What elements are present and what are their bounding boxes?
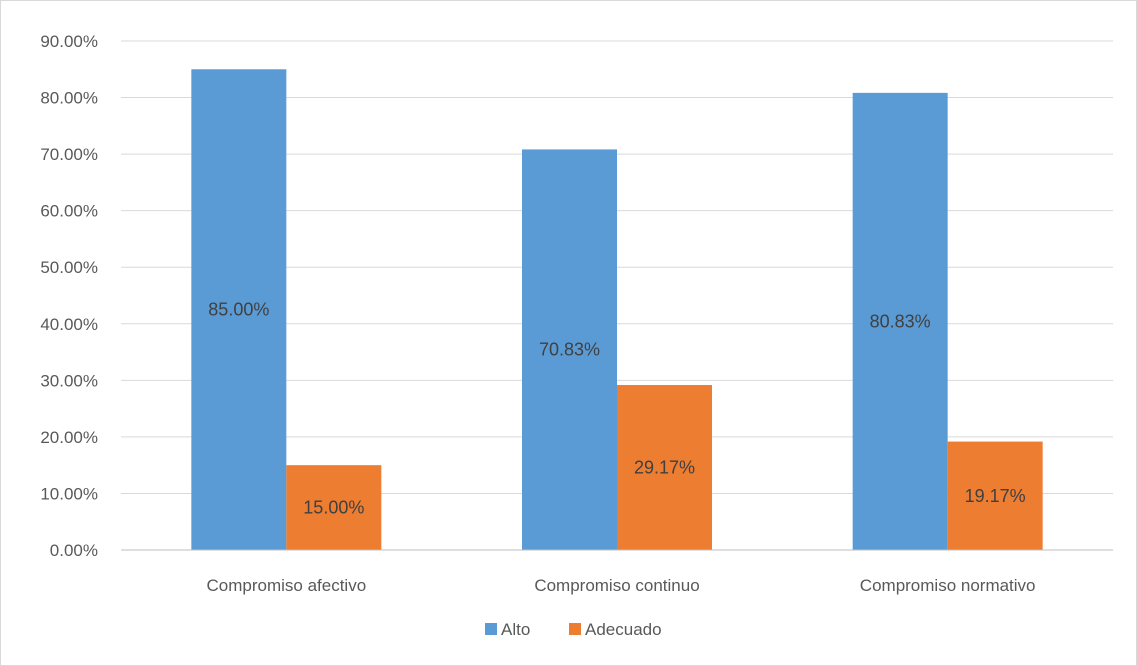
data-label: 70.83%: [539, 340, 600, 360]
bar-alto: [522, 149, 617, 551]
data-label: 80.83%: [870, 311, 931, 331]
legend-swatch-alto: [485, 623, 497, 635]
bar-alto: [852, 92, 948, 550]
data-label: 85.00%: [208, 300, 269, 320]
y-tick-label: 20.00%: [40, 428, 98, 447]
y-tick-label: 30.00%: [40, 371, 98, 390]
bar-adecuado: [947, 441, 1043, 550]
legend-label: Alto: [501, 620, 530, 639]
y-tick-label: 60.00%: [40, 202, 98, 221]
y-tick-label: 50.00%: [40, 258, 98, 277]
legend-swatch-adecuado: [569, 623, 581, 635]
bar-alto: [191, 69, 287, 551]
y-tick-label: 40.00%: [40, 315, 98, 334]
y-tick-label: 80.00%: [40, 89, 98, 108]
data-label: 15.00%: [303, 498, 364, 518]
x-tick-label: Compromiso normativo: [860, 576, 1036, 595]
x-tick-label: Compromiso afectivo: [206, 576, 366, 595]
data-label: 19.17%: [965, 486, 1026, 506]
data-label: 29.17%: [634, 458, 695, 478]
legend-label: Adecuado: [585, 620, 662, 639]
y-tick-label: 70.00%: [40, 145, 98, 164]
bar-adecuado: [617, 385, 712, 550]
y-tick-label: 0.00%: [50, 541, 98, 560]
y-tick-label: 90.00%: [40, 32, 98, 51]
bar-adecuado: [286, 465, 382, 550]
x-tick-label: Compromiso continuo: [534, 576, 699, 595]
y-tick-label: 10.00%: [40, 484, 98, 503]
